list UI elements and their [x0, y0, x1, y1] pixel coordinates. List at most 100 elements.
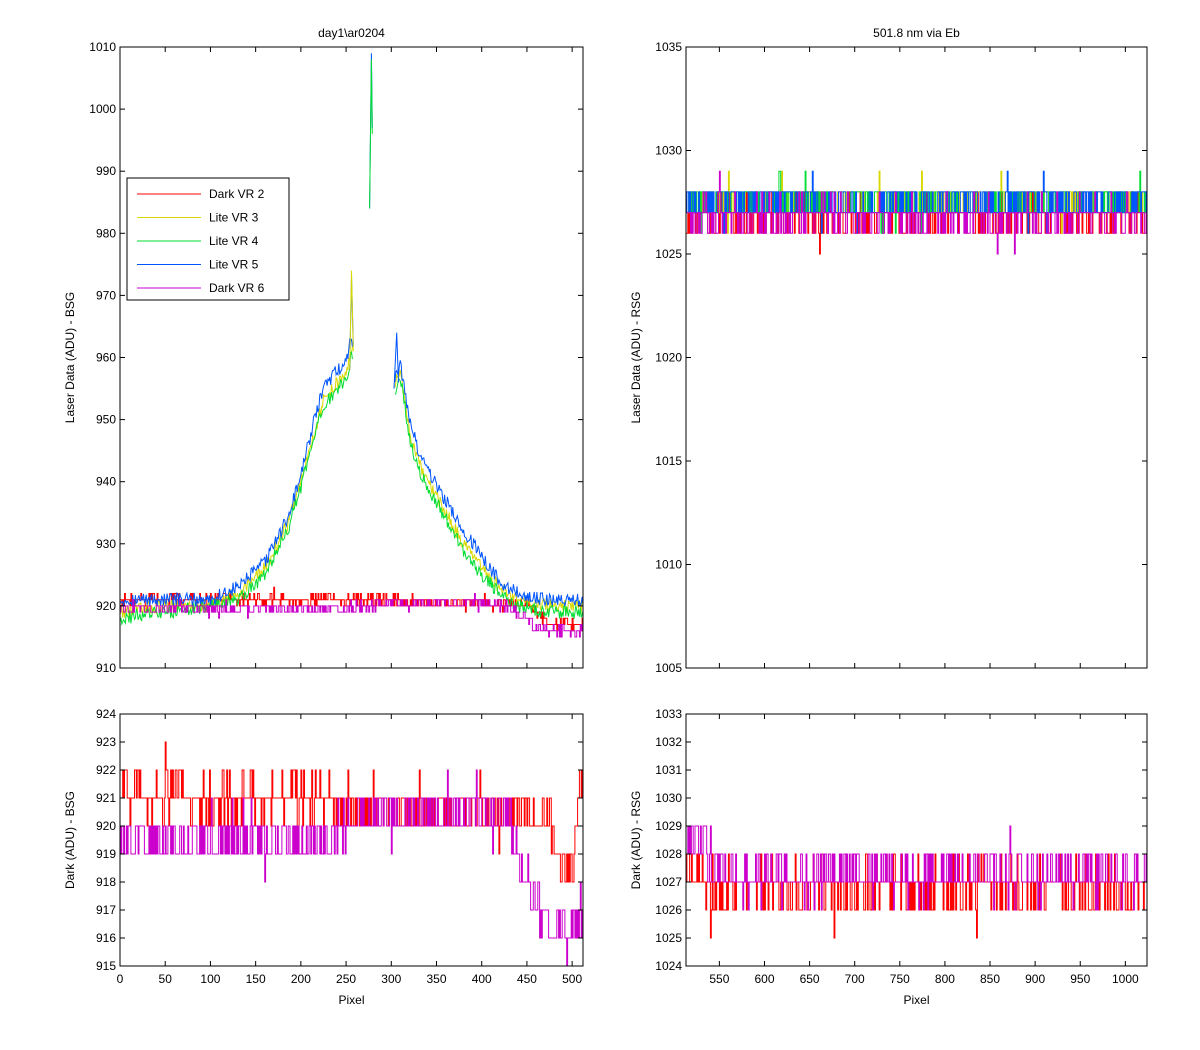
y-tick-label: 1025: [655, 247, 682, 261]
legend-entry: Dark VR 2: [209, 187, 265, 201]
y-tick-label: 1026: [655, 903, 682, 917]
x-tick-label: 50: [159, 972, 173, 986]
x-tick-label: 400: [472, 972, 492, 986]
panel-tl: 910 920 930 940 950 960 970 980 990 1000 1010 day1\…: [63, 26, 584, 675]
x-tick-label: 300: [381, 972, 401, 986]
y-tick-label: 1015: [655, 454, 682, 468]
y-tick-label: 921: [96, 791, 116, 805]
y-tick-label: 1031: [655, 763, 682, 777]
y-tick-label: 1025: [655, 931, 682, 945]
y-tick-label: 917: [96, 903, 116, 917]
x-tick-label: 0: [117, 972, 124, 986]
axes-box: [119, 713, 584, 967]
y-axis-label: Dark (ADU) - RSG: [629, 791, 643, 890]
panel-tr: 1005 1010 1015 1020 1025 1030 1035 501.8 nm via…: [629, 26, 1148, 675]
series-line: [394, 360, 583, 608]
series-group: [120, 741, 583, 966]
series-line: [686, 825, 1147, 911]
y-axis-label: Laser Data (ADU) - RSG: [629, 291, 643, 423]
y-tick-label: 1005: [655, 661, 682, 675]
y-tick-label: 1030: [655, 144, 682, 158]
y-tick-label: 919: [96, 847, 116, 861]
axes-box: [685, 713, 1148, 967]
x-tick-label: 450: [517, 972, 537, 986]
x-tick-label: 650: [800, 972, 820, 986]
y-tick-label: 920: [96, 599, 116, 613]
series-line: [120, 741, 583, 883]
y-tick-label: 950: [96, 413, 116, 427]
y-tick-label: 1024: [655, 959, 682, 973]
chart-title: 501.8 nm via Eb: [873, 26, 960, 40]
series-line: [120, 346, 353, 618]
y-tick-label: 920: [96, 819, 116, 833]
x-tick-label: 200: [291, 972, 311, 986]
x-tick-label: 250: [336, 972, 356, 986]
x-tick-label: 900: [1025, 972, 1045, 986]
legend-entry: Lite VR 5: [209, 258, 259, 272]
y-tick-label: 980: [96, 226, 116, 240]
chart-title: day1\ar0204: [318, 26, 385, 40]
y-tick-label: 930: [96, 537, 116, 551]
y-tick-label: 910: [96, 661, 116, 675]
y-axis-label: Laser Data (ADU) - BSG: [63, 292, 77, 423]
x-tick-label: 850: [980, 972, 1000, 986]
legend: Dark VR 2 Lite VR 3 Lite VR 4 Lite VR 5 Dark…: [126, 177, 290, 301]
axes-box: [119, 46, 584, 669]
x-tick-label: 750: [890, 972, 910, 986]
y-tick-label: 1028: [655, 847, 682, 861]
y-tick-label: 922: [96, 763, 116, 777]
legend-entry: Dark VR 6: [209, 281, 265, 295]
axes-box: [685, 46, 1148, 669]
x-tick-label: 150: [246, 972, 266, 986]
series-group: [120, 53, 583, 638]
legend-entry: Lite VR 4: [209, 234, 259, 248]
y-tick-label: 1029: [655, 819, 682, 833]
series-line: [120, 593, 583, 638]
panel-bl: 915 916 917 918 919 920 921 922 923 924 0 50 100 150 2…: [63, 707, 584, 1007]
y-tick-label: 924: [96, 707, 116, 721]
series-line: [120, 338, 353, 608]
x-tick-label: 1000: [1112, 972, 1139, 986]
y-tick-label: 1033: [655, 707, 682, 721]
peak-spike: [349, 270, 354, 370]
y-tick-label: 1030: [655, 791, 682, 805]
y-tick-label: 1027: [655, 875, 682, 889]
y-tick-label: 960: [96, 351, 116, 365]
series-group: [686, 825, 1147, 939]
x-tick-label: 350: [426, 972, 446, 986]
x-tick-label: 700: [845, 972, 865, 986]
y-tick-label: 1020: [655, 351, 682, 365]
x-tick-label: 800: [935, 972, 955, 986]
x-tick-label: 550: [709, 972, 729, 986]
y-tick-label: 923: [96, 735, 116, 749]
y-tick-label: 1010: [655, 558, 682, 572]
series-line: [394, 378, 583, 619]
y-tick-label: 916: [96, 931, 116, 945]
y-tick-label: 1010: [89, 40, 116, 54]
peak-spike: [369, 59, 373, 209]
legend-entry: Lite VR 3: [209, 211, 259, 225]
x-tick-label: 600: [754, 972, 774, 986]
x-axis-label: Pixel: [903, 993, 929, 1007]
y-tick-label: 940: [96, 475, 116, 489]
series-group: [686, 170, 1147, 255]
peak-spike: [393, 332, 399, 389]
y-axis-label: Dark (ADU) - BSG: [63, 791, 77, 889]
y-tick-label: 970: [96, 288, 116, 302]
series-line: [394, 369, 583, 615]
y-tick-label: 915: [96, 959, 116, 973]
x-tick-label: 500: [562, 972, 582, 986]
series-line: [686, 170, 1147, 255]
y-tick-label: 1035: [655, 40, 682, 54]
legend-box: [126, 177, 290, 301]
x-axis-label: Pixel: [338, 993, 364, 1007]
y-tick-label: 990: [96, 164, 116, 178]
panel-br: 1024 1025 1026 1027 1028 1029 1030 1031 1032 1033…: [629, 707, 1148, 1007]
y-tick-label: 918: [96, 875, 116, 889]
x-tick-label: 100: [200, 972, 220, 986]
series-line: [120, 769, 583, 966]
series-line: [120, 350, 353, 626]
y-tick-label: 1000: [89, 102, 116, 116]
x-tick-label: 950: [1070, 972, 1090, 986]
